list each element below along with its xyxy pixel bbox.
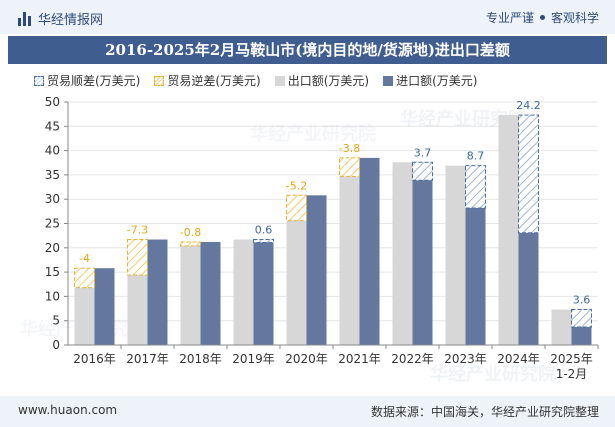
import-bar (571, 327, 592, 345)
y-tick-label: 5 (52, 314, 60, 328)
balance-data-label: 8.7 (467, 150, 485, 163)
export-bar (392, 162, 413, 345)
import-bar (253, 242, 274, 345)
legend-import-swatch (383, 75, 394, 86)
export-bar (498, 115, 519, 345)
legend-deficit[interactable]: 贸易逆差(万美元) (154, 72, 261, 89)
legend-deficit-swatch (154, 75, 165, 86)
export-bar (445, 165, 466, 345)
tagline-2: 客观科学 (550, 11, 599, 25)
surplus-bar (571, 309, 592, 328)
balance-data-label: 24.2 (516, 99, 541, 112)
tagline: 专业严谨 客观科学 (486, 9, 599, 26)
y-tick-label: 35 (45, 168, 60, 182)
chart-legend: 贸易顺差(万美元) 贸易逆差(万美元) 出口额(万美元) 进口额(万美元) (34, 72, 478, 89)
watermark-text: 华经产业研究院 (250, 123, 376, 145)
balance-data-label: -3.8 (339, 142, 360, 155)
deficit-bar (339, 157, 360, 177)
y-tick-label: 25 (45, 217, 60, 231)
x-tick-label: 2016年 (73, 352, 116, 366)
balance-data-label: -4 (79, 252, 90, 265)
import-bar (359, 157, 380, 345)
x-tick-label: 2017年 (126, 352, 169, 366)
legend-export[interactable]: 出口额(万美元) (274, 72, 370, 89)
y-tick-label: 50 (45, 95, 60, 109)
footer-source: 数据来源：中国海关，华经产业研究院整理 (370, 405, 599, 419)
import-bar (200, 241, 221, 345)
surplus-bar (253, 239, 274, 243)
legend-import-label: 进口额(万美元) (396, 74, 478, 88)
balance-data-label: 3.6 (573, 294, 591, 307)
x-tick-label: 2022年 (391, 352, 434, 366)
export-bar (127, 275, 148, 345)
import-bar (306, 195, 327, 345)
watermark-text: 华经产业研究院 (430, 363, 556, 385)
balance-data-label: 3.7 (414, 146, 432, 159)
bullet-dot-icon (539, 15, 545, 20)
legend-surplus-swatch (34, 75, 44, 86)
export-bar (180, 245, 201, 345)
export-bar (233, 239, 254, 345)
x-tick-label: 2020年 (285, 352, 328, 366)
import-bar (465, 207, 486, 345)
legend-export-label: 出口额(万美元) (287, 74, 370, 88)
brand[interactable]: 华经情报网 (18, 9, 103, 28)
export-bar (551, 309, 572, 345)
deficit-bar (286, 194, 307, 222)
brand-logo-icon (18, 11, 32, 26)
balance-data-label: -0.8 (180, 226, 201, 239)
deficit-bar (180, 241, 201, 247)
y-tick-label: 0 (52, 338, 60, 352)
surplus-bar (412, 161, 433, 181)
x-tick-label: 2018年 (179, 352, 222, 366)
y-tick-label: 30 (45, 192, 60, 206)
x-tick-label: 2019年 (232, 352, 275, 366)
tagline-1: 专业严谨 (485, 11, 534, 25)
x-tick-label: 2021年 (338, 352, 381, 366)
top-bar: 华经情报网 专业严谨 客观科学 (0, 0, 615, 34)
balance-data-label: -7.3 (127, 224, 148, 237)
chart-title: 2016-2025年2月马鞍山市(境内目的地/货源地)进出口差额 (8, 36, 607, 64)
footer-website[interactable]: www.huaon.com (18, 403, 118, 417)
surplus-bar (518, 114, 539, 234)
export-bar (286, 220, 307, 345)
export-bar (339, 176, 360, 345)
y-tick-label: 15 (45, 265, 60, 279)
y-tick-label: 10 (45, 289, 60, 303)
legend-import[interactable]: 进口额(万美元) (383, 72, 478, 89)
footer: www.huaon.com 数据来源：中国海关，华经产业研究院整理 (0, 396, 615, 427)
import-bar (518, 232, 539, 345)
y-tick-label: 40 (45, 144, 60, 158)
watermark-text: 华经产业研究院 (400, 108, 526, 130)
balance-data-label: 0.6 (255, 224, 273, 237)
brand-name: 华经情报网 (38, 13, 104, 28)
y-tick-label: 20 (45, 241, 60, 255)
y-tick-label: 45 (45, 119, 60, 133)
deficit-bar (127, 239, 148, 276)
x-tick-label: 2025年 1-2月 (550, 352, 593, 381)
export-bar (74, 287, 95, 345)
x-tick-label: 2024年 (497, 352, 540, 366)
surplus-bar (465, 165, 486, 209)
import-bar (412, 180, 433, 345)
legend-surplus[interactable]: 贸易顺差(万美元) (34, 72, 140, 89)
x-tick-label: 2023年 (444, 352, 487, 366)
deficit-bar (74, 267, 95, 289)
legend-export-swatch (274, 75, 285, 86)
import-bar (147, 239, 168, 345)
balance-data-label: -5.2 (286, 179, 307, 192)
legend-surplus-label: 贸易顺差(万美元) (47, 74, 141, 88)
legend-deficit-label: 贸易逆差(万美元) (167, 74, 261, 88)
import-bar (94, 268, 115, 345)
